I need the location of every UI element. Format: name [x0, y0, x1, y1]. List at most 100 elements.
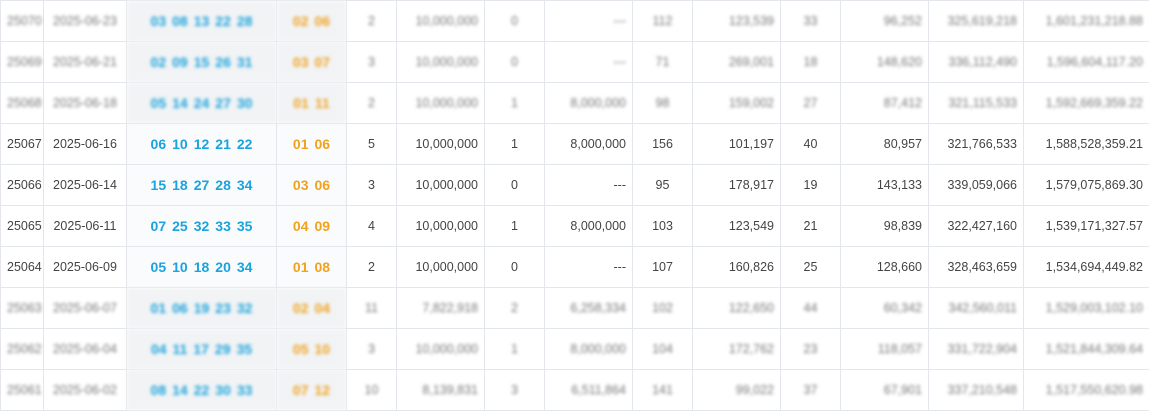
- first-prize-amount-cell: 10,000,000: [396, 164, 485, 206]
- sales-cell: 339,059,066: [928, 164, 1024, 206]
- front-ball: 02: [150, 54, 167, 70]
- front-ball: 21: [215, 136, 231, 152]
- third-prize-count-cell: 104: [632, 328, 693, 370]
- front-numbers-cell: 03 08 13 22 28: [126, 0, 277, 42]
- issue-cell: 25062: [0, 328, 44, 370]
- third-prize-count-cell: 141: [632, 369, 693, 411]
- front-ball: 27: [215, 95, 231, 111]
- sales-cell: 331,722,904: [928, 328, 1024, 370]
- fourth-prize-count-cell: 37: [780, 369, 841, 411]
- second-prize-amount-cell: 6,258,334: [544, 287, 633, 329]
- table-row[interactable]: 25067 2025-06-16 06 10 12 21 22 01 06 5 10,000,000…: [0, 123, 1149, 165]
- front-ball: 18: [193, 259, 210, 275]
- second-prize-count-cell: 2: [484, 287, 545, 329]
- fourth-prize-count-cell: 21: [780, 205, 841, 247]
- second-prize-count-cell: 1: [484, 82, 545, 124]
- back-numbers-cell: 03 06: [276, 164, 347, 206]
- fourth-prize-count-cell: 27: [780, 82, 841, 124]
- issue-cell: 25061: [0, 369, 44, 411]
- first-prize-count-cell: 4: [346, 205, 397, 247]
- front-ball: 05: [150, 259, 167, 275]
- front-ball: 27: [193, 177, 210, 193]
- sales-cell: 328,463,659: [928, 246, 1024, 288]
- table-row[interactable]: 25069 2025-06-21 02 09 15 26 31 03 07 3 10,000,000…: [0, 41, 1149, 83]
- front-numbers-cell: 07 25 32 33 35: [126, 205, 277, 247]
- front-ball: 13: [193, 13, 210, 29]
- front-ball: 30: [215, 382, 231, 398]
- back-numbers-cell: 02 04: [276, 287, 347, 329]
- front-ball: 19: [193, 300, 210, 316]
- front-ball: 11: [172, 341, 188, 357]
- sales-cell: 325,619,218: [928, 0, 1024, 42]
- back-ball: 06: [314, 136, 331, 152]
- pool-cell: 1,534,694,449.82: [1023, 246, 1149, 288]
- front-ball: 18: [172, 177, 188, 193]
- third-prize-amount-cell: 172,762: [692, 328, 781, 370]
- second-prize-count-cell: 0: [484, 0, 545, 42]
- front-ball: 17: [193, 341, 209, 357]
- front-ball: 05: [150, 95, 167, 111]
- back-ball: 06: [314, 177, 331, 193]
- table-row[interactable]: 25065 2025-06-11 07 25 32 33 35 04 09 4 10,000,000…: [0, 205, 1149, 247]
- front-numbers-cell: 05 10 18 20 34: [126, 246, 277, 288]
- second-prize-amount-cell: ---: [544, 0, 633, 42]
- table-row[interactable]: 25068 2025-06-18 05 14 24 27 30 01 11 2 10,000,000…: [0, 82, 1149, 124]
- table-row[interactable]: 25066 2025-06-14 15 18 27 28 34 03 06 3 10,000,000…: [0, 164, 1149, 206]
- front-ball: 25: [172, 218, 188, 234]
- sales-cell: 321,766,533: [928, 123, 1024, 165]
- back-ball: 02: [292, 13, 309, 29]
- front-ball: 28: [236, 13, 253, 29]
- front-ball: 15: [150, 177, 167, 193]
- first-prize-amount-cell: 8,139,831: [396, 369, 485, 411]
- table-row[interactable]: 25064 2025-06-09 05 10 18 20 34 01 08 2 10,000,000…: [0, 246, 1149, 288]
- fourth-prize-amount-cell: 148,620: [840, 41, 929, 83]
- fourth-prize-count-cell: 25: [780, 246, 841, 288]
- front-ball: 08: [172, 13, 188, 29]
- issue-cell: 25067: [0, 123, 44, 165]
- table-row[interactable]: 25063 2025-06-07 01 06 19 23 32 02 04 11 7,822,918…: [0, 287, 1149, 329]
- table-row[interactable]: 25061 2025-06-02 08 14 22 30 33 07 12 10 8,139,831…: [0, 369, 1149, 411]
- issue-cell: 25066: [0, 164, 44, 206]
- back-ball: 03: [292, 54, 309, 70]
- third-prize-amount-cell: 101,197: [692, 123, 781, 165]
- second-prize-amount-cell: ---: [544, 41, 633, 83]
- second-prize-amount-cell: ---: [544, 246, 633, 288]
- front-numbers-cell: 15 18 27 28 34: [126, 164, 277, 206]
- fourth-prize-count-cell: 40: [780, 123, 841, 165]
- front-ball: 29: [214, 341, 231, 357]
- front-ball: 06: [172, 300, 188, 316]
- first-prize-count-cell: 2: [346, 82, 397, 124]
- date-cell: 2025-06-11: [43, 205, 127, 247]
- back-ball: 11: [314, 95, 330, 111]
- front-ball: 24: [193, 95, 210, 111]
- second-prize-amount-cell: 8,000,000: [544, 123, 633, 165]
- back-ball: 01: [292, 259, 309, 275]
- back-numbers-cell: 04 09: [276, 205, 347, 247]
- pool-cell: 1,517,550,620.98: [1023, 369, 1149, 411]
- front-ball: 03: [150, 13, 167, 29]
- front-ball: 32: [236, 300, 253, 316]
- first-prize-count-cell: 2: [346, 0, 397, 42]
- fourth-prize-count-cell: 44: [780, 287, 841, 329]
- back-numbers-cell: 01 11: [276, 82, 347, 124]
- back-numbers-cell: 07 12: [276, 369, 347, 411]
- date-cell: 2025-06-21: [43, 41, 127, 83]
- back-ball: 09: [314, 218, 331, 234]
- date-cell: 2025-06-07: [43, 287, 127, 329]
- fourth-prize-count-cell: 33: [780, 0, 841, 42]
- pool-cell: 1,592,669,359.22: [1023, 82, 1149, 124]
- sales-cell: 337,210,548: [928, 369, 1024, 411]
- second-prize-count-cell: 3: [484, 369, 545, 411]
- first-prize-count-cell: 3: [346, 164, 397, 206]
- front-ball: 34: [236, 177, 253, 193]
- second-prize-amount-cell: 6,511,864: [544, 369, 633, 411]
- third-prize-count-cell: 107: [632, 246, 693, 288]
- fourth-prize-amount-cell: 118,057: [840, 328, 929, 370]
- table-row[interactable]: 25062 2025-06-04 04 11 17 29 35 05 10 3 10,000,000…: [0, 328, 1149, 370]
- fourth-prize-count-cell: 19: [780, 164, 841, 206]
- front-ball: 07: [150, 218, 167, 234]
- table-row[interactable]: 25070 2025-06-23 03 08 13 22 28 02 06 2 10,000,000…: [0, 0, 1149, 42]
- second-prize-amount-cell: 8,000,000: [544, 82, 633, 124]
- third-prize-amount-cell: 123,539: [692, 0, 781, 42]
